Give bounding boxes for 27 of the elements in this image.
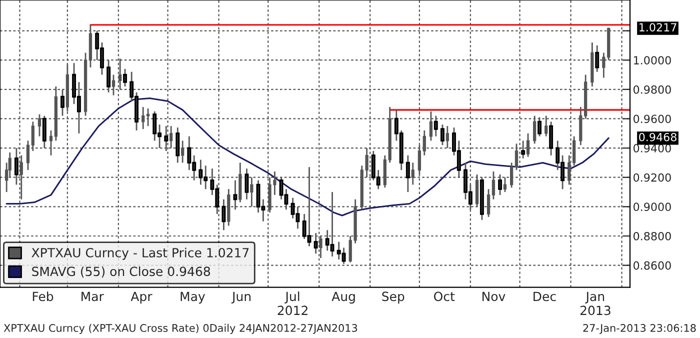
text: XPTXAU Curncy (XPT-XAU Cross Rate) 0Daily 24JAN2012-27JAN2013 bbox=[4, 324, 358, 334]
line-series bbox=[6, 97, 610, 216]
text: 0.9468 bbox=[639, 132, 676, 142]
y-tick-label: 0.9000 bbox=[634, 202, 671, 212]
text: 1.0217 bbox=[640, 23, 676, 32]
x-tick-label: Sep bbox=[382, 292, 404, 304]
x-tick-label: Jul 2012 bbox=[278, 291, 308, 316]
x-tick-label: Apr bbox=[130, 292, 152, 304]
legend-label: SMAVG (55) on Close 0.9468 bbox=[32, 266, 210, 278]
x-tick-label: Jan 2013 bbox=[580, 292, 610, 316]
x-tick-label: Nov bbox=[482, 292, 506, 302]
x-tick-label: Dec bbox=[534, 292, 556, 302]
x-tick-label: May bbox=[180, 292, 206, 304]
x-tick-label: Jun bbox=[231, 292, 251, 304]
y-tick-label: 0.9600 bbox=[634, 114, 671, 124]
x-tick-label: Oct bbox=[434, 292, 455, 302]
y-tick-label: 1.0000 bbox=[634, 56, 671, 64]
y-tick-label: 0.8800 bbox=[634, 232, 671, 240]
legend-label: XPTXAU Curncy - Last Price 1.0217 bbox=[32, 248, 249, 260]
y-tick-label: 0.9400 bbox=[634, 144, 671, 152]
x-tick-label: Aug bbox=[332, 292, 355, 304]
y-tick-label: 0.9200 bbox=[634, 173, 671, 182]
y-tick-label: 0.8600 bbox=[634, 261, 671, 270]
x-tick-label: Feb bbox=[32, 291, 54, 302]
y-tick-label: 0.9800 bbox=[634, 85, 671, 94]
text: 27-Jan-2013 23:06:18 bbox=[583, 324, 696, 334]
x-tick-label: Mar bbox=[82, 292, 104, 302]
